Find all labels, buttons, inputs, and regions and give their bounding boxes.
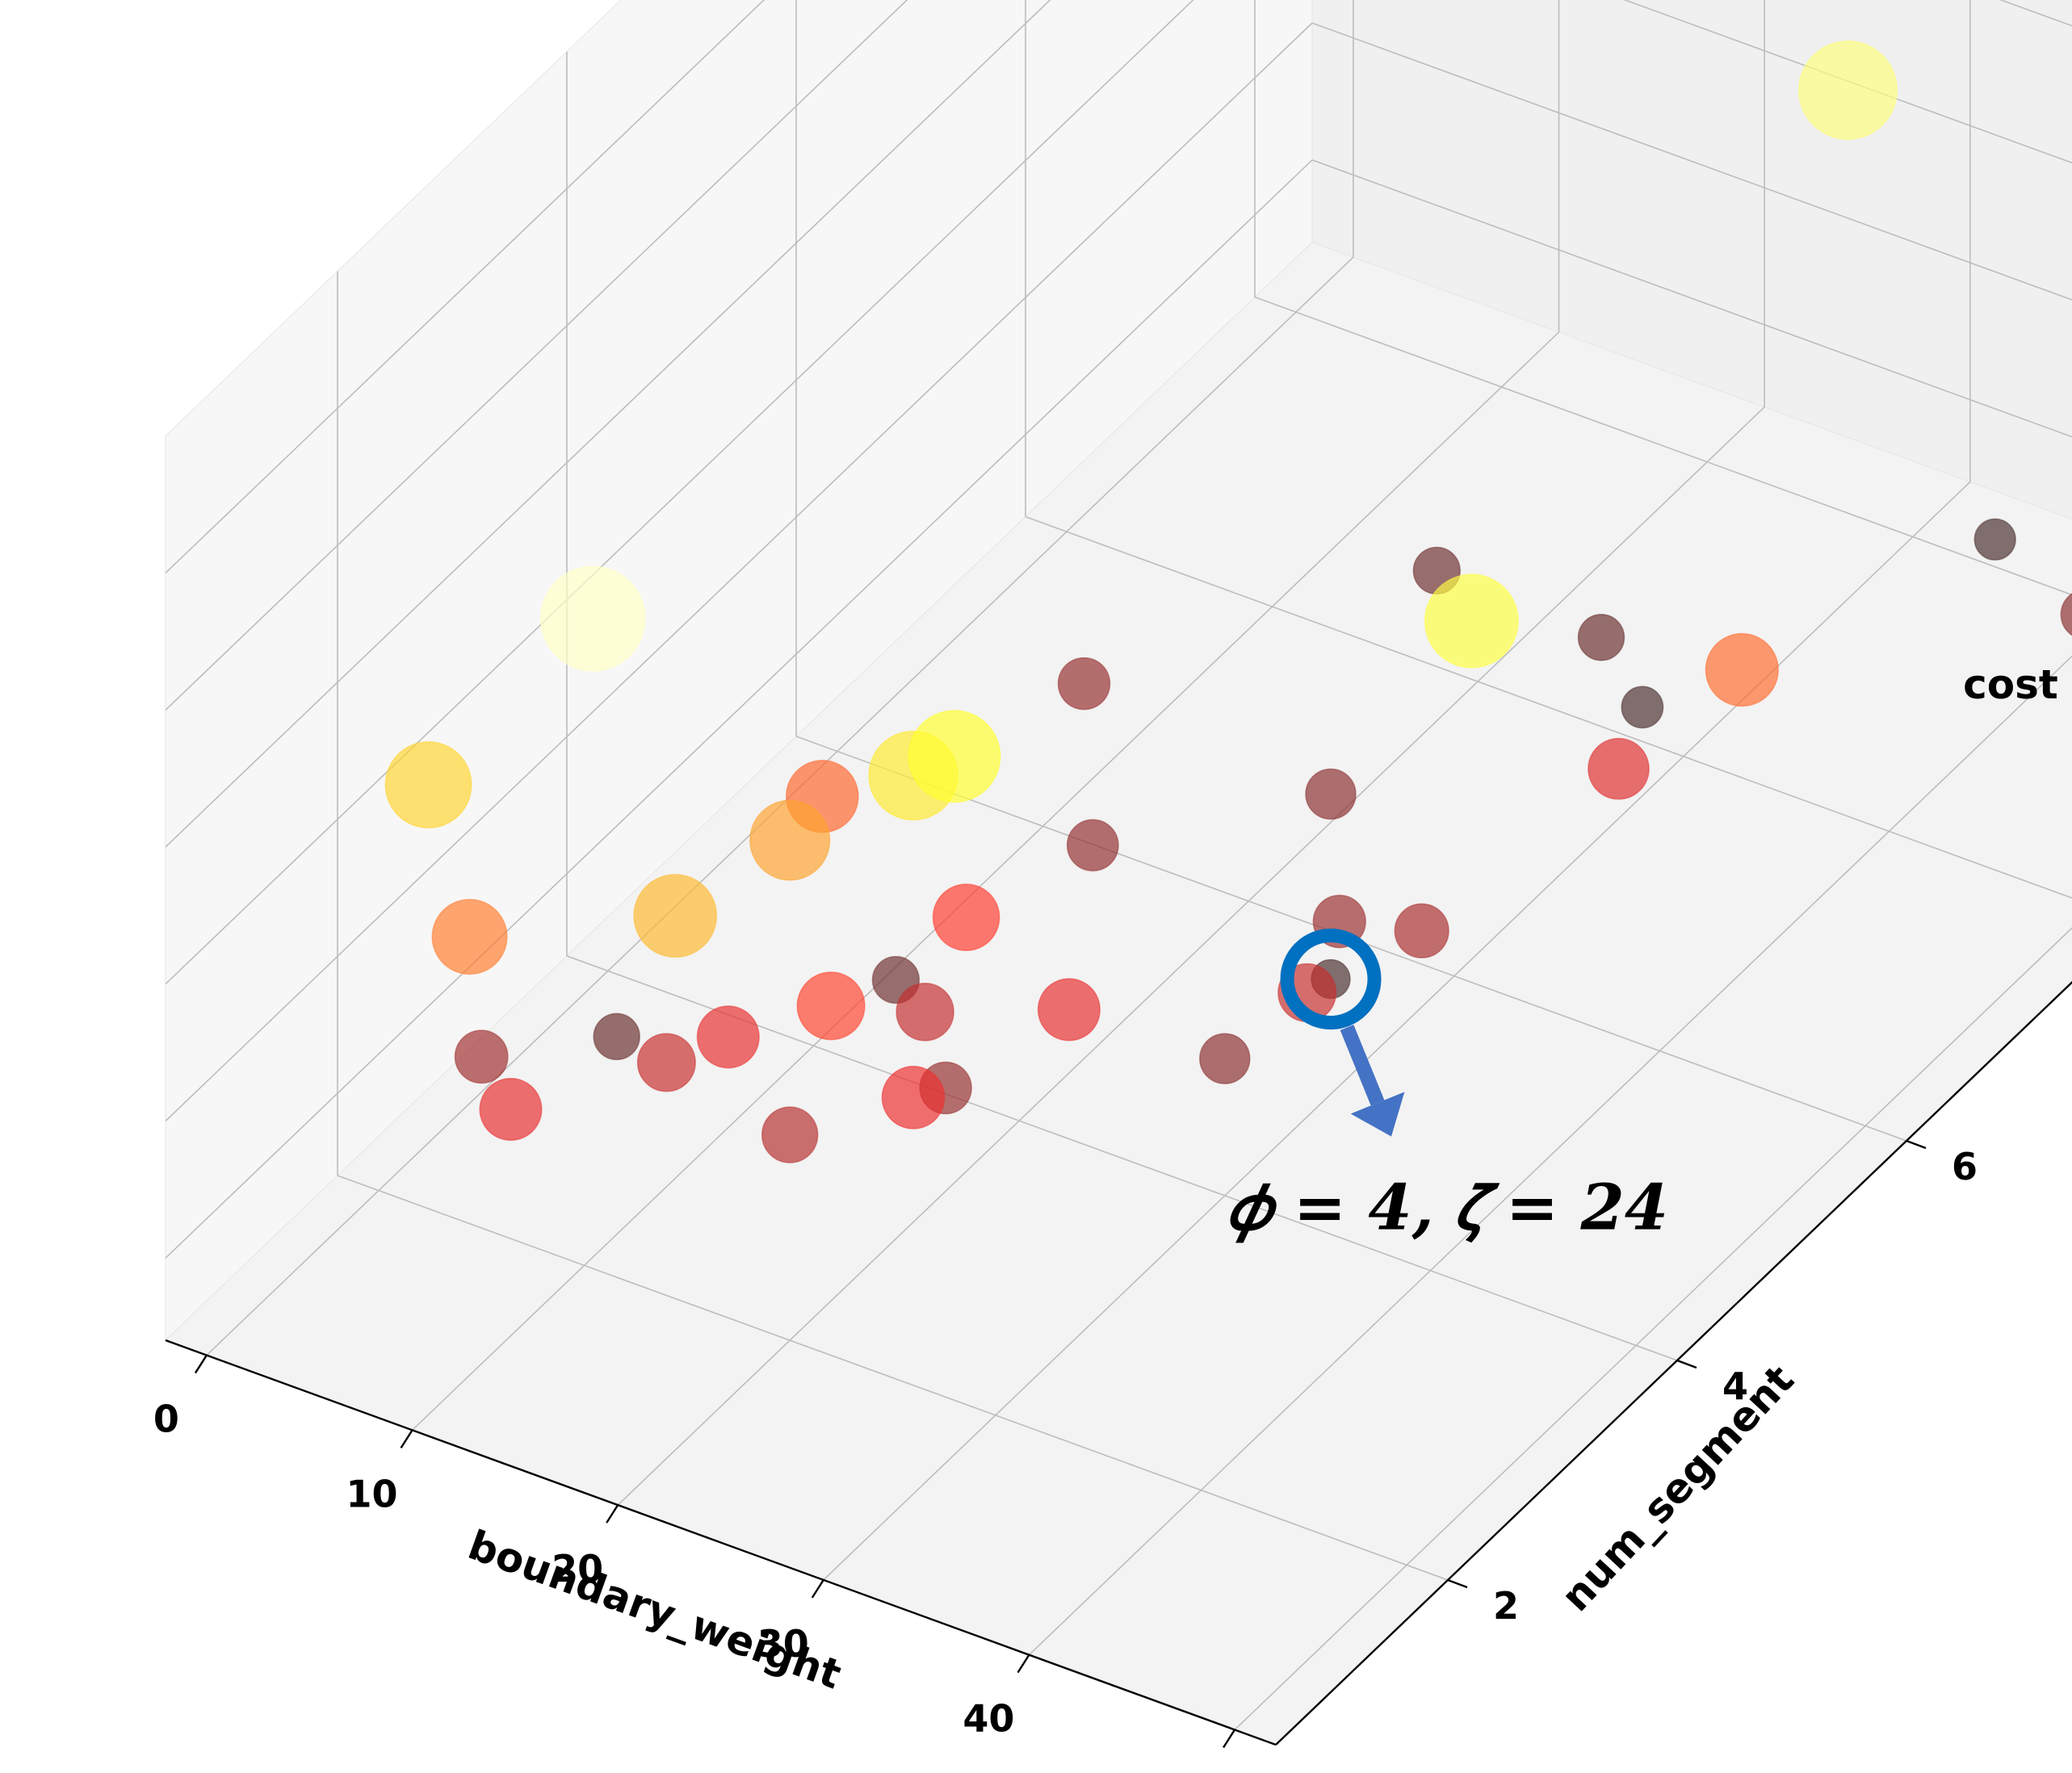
y-tick-label: 6: [1952, 1145, 1978, 1188]
x-tick-mark: [606, 1504, 619, 1524]
annotation: 𝜙 = 4, 𝜁 = 24: [1227, 928, 1668, 1245]
highlight-ring: [1280, 928, 1382, 1030]
x-tick-mark: [1223, 1729, 1236, 1749]
scatter-point: [2060, 593, 2072, 636]
scatter-point: [908, 710, 1001, 803]
scatter-point: [539, 565, 646, 672]
x-tick-mark: [1017, 1654, 1030, 1674]
scatter-point: [1305, 768, 1357, 820]
y-tick-label: 4: [1722, 1364, 1748, 1408]
grid-line-z-left: [165, 0, 908, 710]
scatter-point: [1037, 978, 1101, 1042]
grid-line-y-floor: [1025, 516, 2072, 899]
z-axis-label: cost: [1963, 661, 2058, 708]
scatter-point: [761, 1106, 819, 1163]
scatter-point: [895, 983, 954, 1042]
scatter-point: [1705, 633, 1779, 707]
y-tick-label: 2: [1493, 1584, 1519, 1628]
y-tick-mark: [1906, 1139, 1927, 1150]
grid-line-z-left: [165, 159, 1313, 1259]
x-tick-mark: [811, 1579, 824, 1599]
scatter-point: [479, 1077, 543, 1142]
axis-panes: [165, 0, 2072, 1746]
scatter-point: [431, 899, 508, 975]
x-tick-label: 0: [153, 1398, 179, 1441]
scatter-point: [881, 1066, 946, 1130]
annotation-text: 𝜙 = 4, 𝜁 = 24: [1227, 1172, 1668, 1245]
grid-line-x-floor: [1028, 655, 2072, 1656]
scatter-point: [1621, 685, 1664, 729]
grid-line-z-back: [1311, 22, 2072, 301]
grid-line-x-floor: [617, 406, 1765, 1506]
annotation-arrow-head: [1350, 1092, 1405, 1137]
scatter-point: [932, 883, 1000, 952]
scatter-point: [749, 799, 831, 881]
annotation-arrow-shaft: [1340, 1025, 1385, 1106]
grid-line-z-left: [165, 22, 1313, 1122]
x-tick-mark: [400, 1429, 413, 1448]
scatter-point: [796, 971, 866, 1041]
x-axis-line: [165, 1339, 1277, 1746]
grid-line-x-floor: [1234, 927, 2072, 1731]
grid-line-y-floor: [1254, 296, 2072, 596]
scatter-point: [633, 874, 718, 958]
scatter-point: [593, 1012, 640, 1061]
scatter-point: [1394, 903, 1449, 959]
y-tick-mark: [1676, 1359, 1697, 1369]
scatter-point: [1973, 518, 2016, 561]
x-tick-label: 30: [757, 1622, 809, 1666]
grid-line-z-left: [165, 0, 1051, 848]
y-axis-line: [1275, 981, 2072, 1746]
grid-line-z-left: [165, 0, 1194, 985]
y-tick-mark: [1447, 1578, 1468, 1589]
scatter-point: [1066, 819, 1119, 872]
x-tick-label: 40: [963, 1697, 1014, 1741]
grid-line-z-back: [1311, 159, 2072, 438]
scatter-point: [696, 1005, 760, 1069]
scatter-point: [454, 1029, 509, 1084]
scatter-point: [1057, 656, 1111, 710]
x-tick-label: 20: [552, 1547, 603, 1591]
scatter-point: [1199, 1033, 1251, 1084]
scatter-point: [636, 1033, 696, 1092]
scatter-point: [384, 741, 472, 829]
x-tick-label: 10: [346, 1472, 398, 1515]
grid-line-x-floor: [412, 331, 1560, 1431]
x-tick-mark: [194, 1354, 208, 1374]
grid-line-x-floor: [823, 481, 1971, 1581]
axes: 0102030405024681024681012: [153, 981, 2072, 1773]
scatter-point: [1577, 614, 1625, 661]
scatter-point: [1588, 737, 1650, 800]
grid-line-z-left: [165, 0, 765, 574]
scatter-point: [1424, 573, 1519, 669]
scatter-point: [1797, 40, 1898, 140]
grid-line-y-floor: [337, 1175, 1449, 1581]
